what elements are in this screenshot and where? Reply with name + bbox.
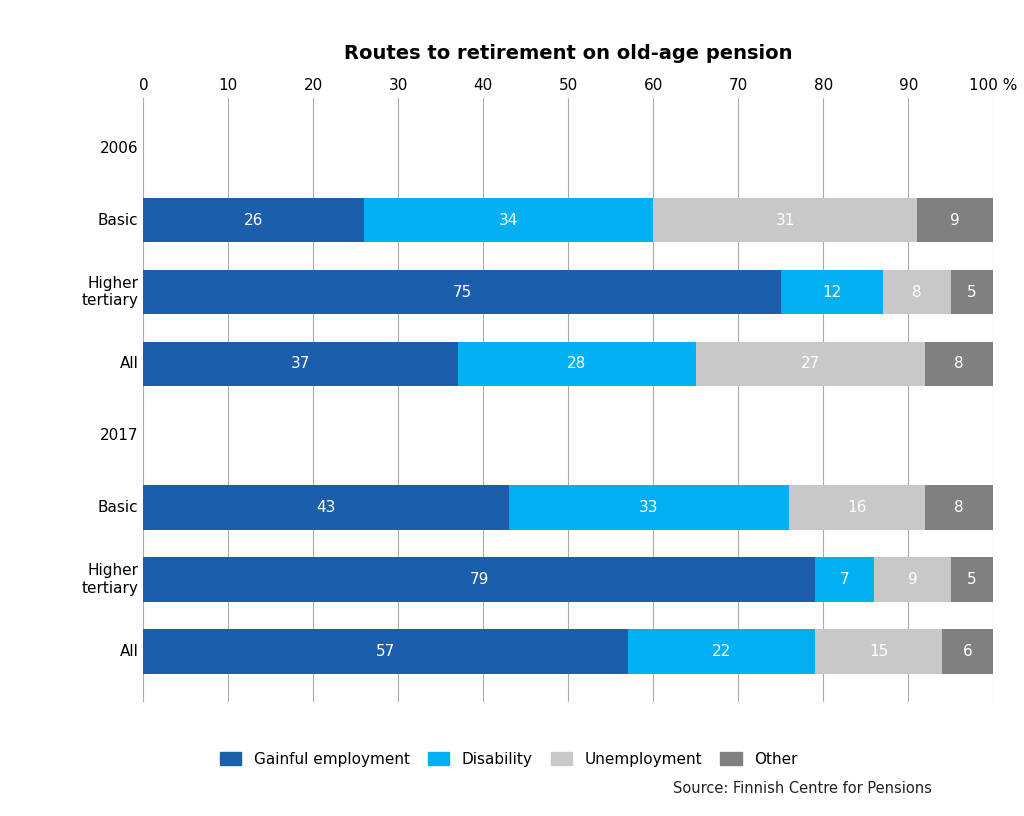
Text: 9: 9 [907,572,918,587]
Text: 5: 5 [968,285,977,299]
Text: Source: Finnish Centre for Pensions: Source: Finnish Centre for Pensions [673,781,932,796]
Bar [790,486,926,530]
Text: 26: 26 [244,213,263,228]
Bar [143,629,628,674]
Bar [143,270,781,314]
Text: 22: 22 [712,644,731,659]
Bar [926,342,993,386]
Bar [815,557,874,602]
Title: Routes to retirement on old-age pension: Routes to retirement on old-age pension [344,44,793,63]
Bar [916,197,993,242]
Bar [926,486,993,530]
Bar [883,270,950,314]
Text: 5: 5 [968,572,977,587]
Bar [815,629,942,674]
Bar [874,557,950,602]
Text: 9: 9 [950,213,959,228]
Text: 8: 8 [912,285,922,299]
Text: 27: 27 [801,357,820,371]
Text: 79: 79 [469,572,488,587]
Bar [628,629,815,674]
Text: 33: 33 [639,500,658,515]
Text: 8: 8 [954,500,964,515]
Text: 12: 12 [822,285,842,299]
Bar [143,197,365,242]
Text: 75: 75 [453,285,472,299]
Text: 34: 34 [499,213,518,228]
Bar [950,270,993,314]
Bar [942,629,993,674]
Text: 43: 43 [316,500,336,515]
Legend: Gainful employment, Disability, Unemployment, Other: Gainful employment, Disability, Unemploy… [220,752,798,766]
Bar [653,197,916,242]
Bar [696,342,926,386]
Bar [143,342,458,386]
Bar [781,270,883,314]
Text: 15: 15 [869,644,888,659]
Bar [365,197,653,242]
Text: 7: 7 [840,572,849,587]
Bar [950,557,993,602]
Text: 16: 16 [848,500,867,515]
Text: 57: 57 [376,644,395,659]
Text: 37: 37 [291,357,310,371]
Text: 31: 31 [775,213,795,228]
Bar [143,486,509,530]
Text: 6: 6 [963,644,973,659]
Bar [458,342,696,386]
Text: 28: 28 [567,357,587,371]
Bar [143,557,815,602]
Bar [509,486,790,530]
Text: 8: 8 [954,357,964,371]
